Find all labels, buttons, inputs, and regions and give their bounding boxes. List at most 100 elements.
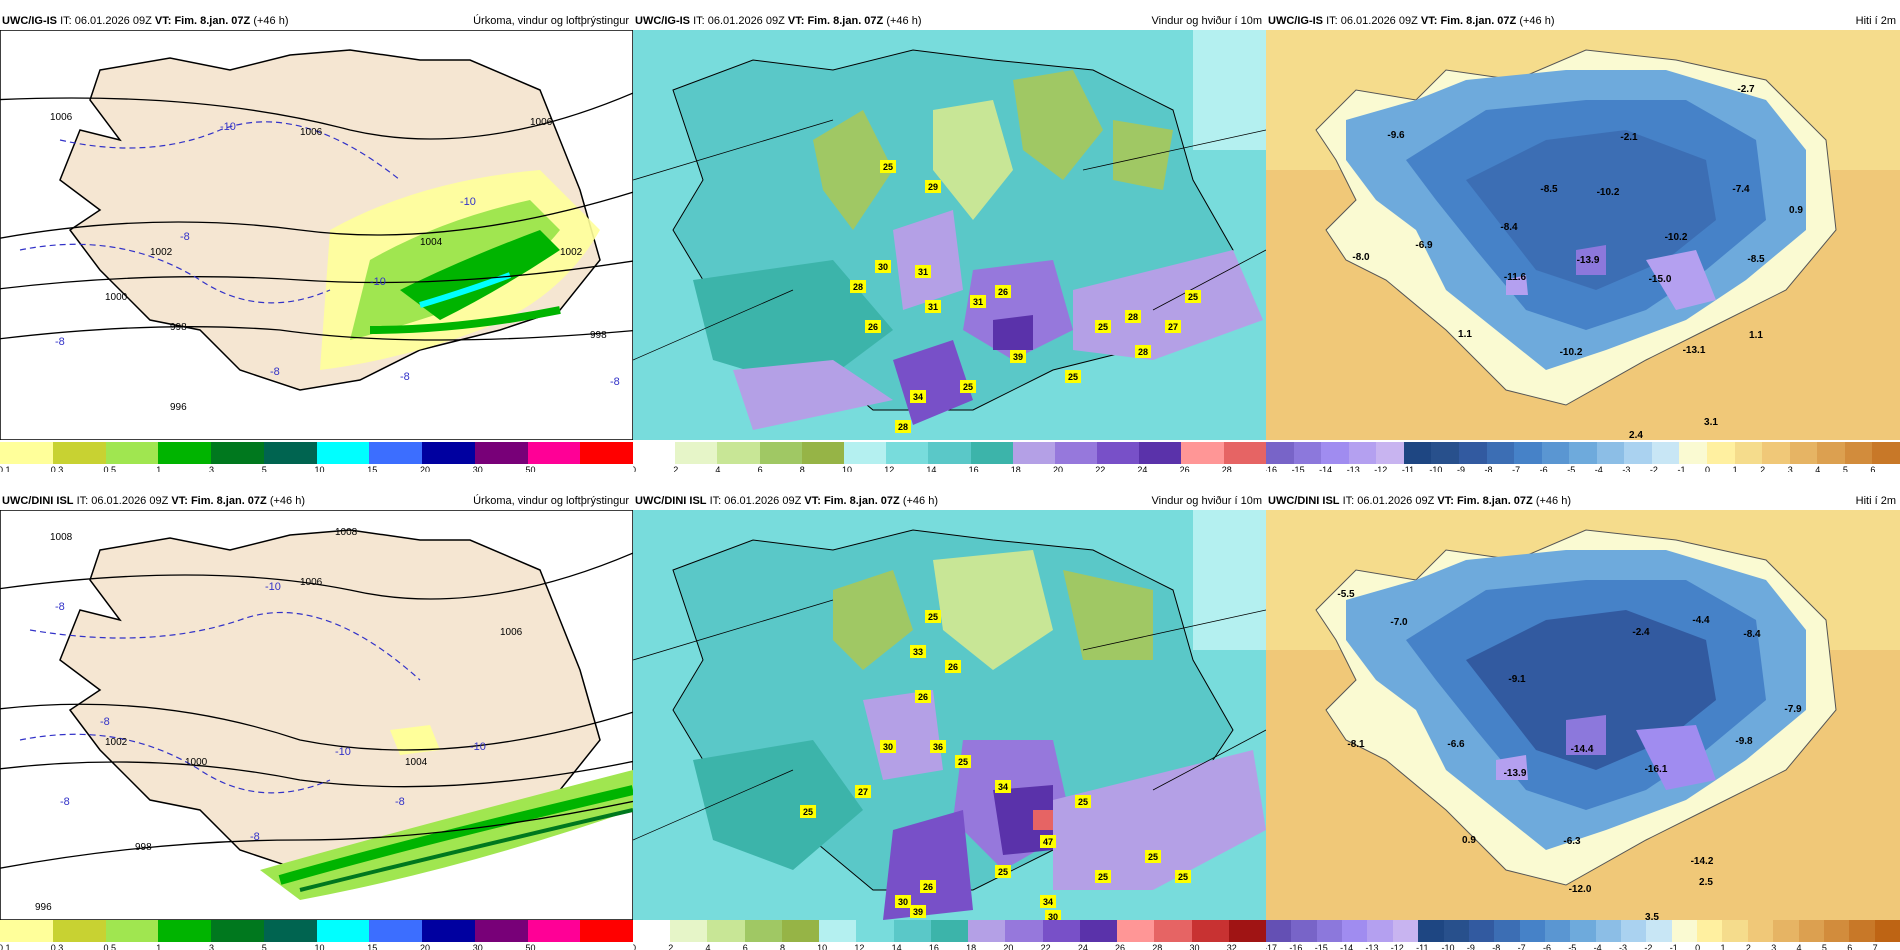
temp-value-label: -8.1 [1347,739,1365,750]
valid-time: Fim. 8.jan. 07Z [174,15,251,27]
valid-time: Fim. 8.jan. 07Z [190,495,267,507]
legend-tick-label: 6 [1847,943,1853,950]
legend-tick-label: 26 [1179,465,1190,472]
temp-value-label: -8.4 [1743,629,1761,640]
gust-label-box [1095,870,1111,883]
gust-label: 25 [1098,322,1108,332]
lead-time: (+46 h) [269,495,305,507]
legend-swatch [1544,920,1571,942]
legend-tick-label: 2 [673,465,679,472]
legend-swatch [1403,442,1432,464]
panel-row2-temp: UWC/DINI ISL IT: 06.01.2026 09Z VT: Fim.… [1266,492,1900,950]
legend-swatch [1117,920,1155,942]
temp-value-label: -14.4 [1571,744,1594,755]
legend-swatch [1042,920,1080,942]
legend-swatch [744,920,782,942]
gust-label: 34 [913,392,923,402]
legend-tick-label: 10 [842,465,853,472]
legend-tick-label: 0 [633,465,637,472]
gust-label-box [1045,910,1061,920]
temp-value-label: -4.4 [1692,615,1710,626]
model-name: UWC/DINI ISL [635,495,707,507]
temp-legend: -16-15-14-13-12-11-10-9-8-7-6-5-4-3-2-10… [1266,442,1900,472]
valid-time: Fim. 8.jan. 07Z [823,495,900,507]
temp-value-label: -2.1 [1620,132,1638,143]
temp-label: -8 [55,336,65,348]
contour-label: 1006 [300,577,323,588]
it-label: IT: [693,15,705,27]
precip-legend: 0.1 0.3 0.5 1 3 5 10 15 20 30 50 [0,920,633,950]
legend-swatch [1266,442,1294,464]
legend-swatch [316,442,370,464]
gust-label-box [880,160,896,173]
gust-label-box [945,660,961,673]
gust-label-box [880,740,896,753]
legend-swatch [819,920,857,942]
legend-swatch [1519,920,1545,942]
gust-label: 28 [853,282,863,292]
contour-label: 998 [170,322,187,333]
legend-tick-label: 18 [1010,465,1021,472]
legend-tick-label: -12 [1374,465,1388,472]
temp-label: -8 [610,376,620,388]
wind-map-svg: 25 29 30 31 28 31 26 26 31 28 39 28 25 27 34 28 25 25 25 [633,30,1266,440]
precip-map: 1006 1006 1004 1002 1000 998 996 1006 10… [0,30,633,440]
gust-label: 26 [998,287,1008,297]
gust-label-box [855,785,871,798]
gust-label-box [1165,320,1181,333]
temp-value-label: -16.1 [1645,764,1668,775]
gust-label: 33 [913,647,923,657]
legend-swatch [633,442,676,464]
legend-tick-label: 1 [1720,943,1726,950]
legend-tick-label: -11 [1416,943,1429,950]
gust-label-box [1135,345,1151,358]
temp-value-label: -6.3 [1563,836,1581,847]
gust-label-box [1175,870,1191,883]
gust-label-box [920,880,936,893]
panel-title: Vindur og hviður í 10m [1151,495,1262,507]
legend-swatch [52,442,106,464]
legend-swatch [1293,442,1322,464]
panel-header: UWC/DINI ISL IT: 06.01.2026 09Z VT: Fim.… [1266,492,1900,510]
legend-swatch [759,442,802,464]
it-label: IT: [709,495,722,507]
temp-value-label: -13.9 [1577,255,1600,266]
legend-swatch [801,442,844,464]
legend-swatch [158,442,211,464]
legend-tick-label: 24 [1077,943,1088,950]
legend-tick-label: 3 [209,943,215,950]
gust-label: 30 [878,262,888,272]
legend-tick-label: 5 [261,943,267,950]
gust-label: 28 [898,422,908,432]
legend-swatch [422,920,475,942]
temp-legend: -17-16-15-14-13-12-11-10-9-8-7-6-5-4-3-2… [1266,920,1900,950]
gust-label-box [865,320,881,333]
legend-swatch [52,920,106,942]
vt-label: VT: [787,15,805,27]
legend-swatch [1431,442,1459,464]
panel-header: UWC/IG-IS IT: 06.01.2026 09Z VT: Fim. 8.… [0,12,633,30]
temp-value-label: -2.4 [1632,627,1650,638]
legend-tick-label: 1 [156,465,162,472]
legend-tick-label: 12 [854,943,865,950]
temp-value-label: -2.7 [1737,84,1755,95]
legend-swatch [717,442,760,464]
legend-swatch [1458,442,1487,464]
legend-swatch [1679,442,1707,464]
temp-map-svg: -5.5 -7.0 -2.4 -4.4 -8.4 -9.1 -7.9 -8.1 -6.6 -13.… [1266,510,1900,920]
model-name: UWC/DINI ISL [1268,495,1340,507]
temp-label: -10 [370,276,386,288]
legend-swatch [211,442,264,464]
legend-tick-label: -6 [1539,465,1548,472]
legend-swatch [893,920,931,942]
precip-map-svg: 1006 1006 1004 1002 1000 998 996 1006 10… [0,30,633,440]
legend-tick-label: 4 [1796,943,1802,950]
legend-swatch [580,442,633,464]
precip-map: 1008 1008 1006 1002 1000 1004 998 996 10… [0,510,633,920]
legend-tick-label: 30 [472,465,483,472]
legend-swatch [856,920,894,942]
gust-label: 25 [998,867,1008,877]
legend-tick-label: 6 [757,465,763,472]
gust-label-box [960,380,976,393]
temp-colorbar [1266,442,1900,464]
